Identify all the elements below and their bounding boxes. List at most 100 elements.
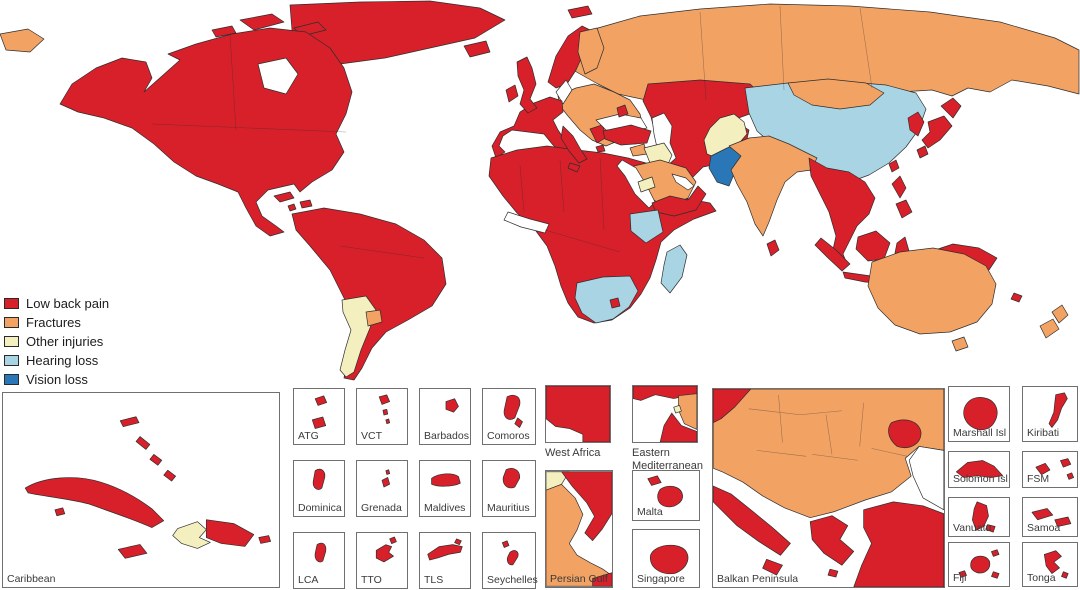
- inset-fiji: Fiji: [948, 542, 1010, 587]
- comoros-islands: [503, 394, 523, 428]
- region-borneo: [855, 230, 891, 262]
- kiribati-atoll: [1048, 392, 1068, 428]
- israel: [673, 404, 682, 414]
- inset-label: Dominica: [298, 502, 342, 514]
- legend-item-other-injuries: Other injuries: [4, 332, 109, 351]
- inset-label: FSM: [1027, 473, 1050, 485]
- region-south-america: [291, 207, 447, 381]
- region-philippines: [891, 175, 913, 219]
- trinidad-tobago: [375, 536, 397, 563]
- inset-label: LCA: [298, 574, 319, 586]
- region-persian-gulf-sea: [671, 173, 695, 191]
- map-legend: Low back pain Fractures Other injuries H…: [4, 294, 109, 389]
- solomon-islands: [955, 460, 1003, 478]
- antigua-barbuda: [311, 395, 328, 429]
- timor-leste: [427, 538, 463, 561]
- region-korea: [907, 111, 925, 137]
- oman-corner: [592, 572, 612, 587]
- inset-lca: LCA: [293, 532, 345, 589]
- region-australia: [867, 247, 997, 335]
- inset-label: Maldives: [424, 502, 466, 514]
- inset-label-west-africa: West Africa: [545, 447, 601, 459]
- legend-item-fractures: Fractures: [4, 313, 109, 332]
- inset-tto: TTO: [356, 532, 408, 589]
- legend-swatch-vision-loss: [4, 374, 19, 385]
- inset-label: Persian Gulf: [550, 573, 608, 585]
- inset-label: Vanuatu: [953, 522, 992, 534]
- iran-coast: [561, 471, 612, 541]
- inset-label: Caribbean: [7, 573, 56, 585]
- inset-label: Samoa: [1027, 522, 1061, 534]
- moldova-blob: [888, 419, 922, 448]
- puerto-rico: [258, 535, 272, 544]
- saudi-arabia-coast: [546, 484, 612, 587]
- inset-caribbean: Caribbean: [2, 392, 280, 588]
- inset-grenada: Grenada: [356, 460, 408, 517]
- region-gulf-of-guinea: [503, 211, 550, 234]
- legend-swatch-hearing-loss: [4, 355, 19, 366]
- inset-singapore: Singapore: [632, 529, 700, 588]
- region-japan: [916, 97, 962, 159]
- region-lesotho: [609, 297, 621, 309]
- legend-label: Fractures: [26, 315, 81, 330]
- inset-malta: Malta: [632, 470, 700, 521]
- alps-corner: [713, 389, 752, 424]
- region-eritrea: [637, 176, 656, 193]
- region-baltic-sea: [555, 79, 573, 105]
- inset-maldives: Maldives: [419, 460, 471, 517]
- region-uruguay: [365, 309, 383, 327]
- west-africa-land: [546, 386, 610, 442]
- country-borders: [748, 394, 908, 461]
- mauritius-island: [502, 468, 520, 489]
- region-chukotka: [0, 28, 45, 53]
- fiji-islands: [958, 549, 1000, 579]
- greece-peninsula: [809, 515, 855, 578]
- region-new-zealand: [1039, 304, 1069, 339]
- inset-label: Tonga: [1027, 572, 1056, 584]
- legend-label: Low back pain: [26, 296, 110, 311]
- malta-island: [657, 485, 683, 508]
- inset-label: Fiji: [953, 572, 967, 584]
- world-map: [0, 0, 1080, 381]
- region-ireland: [505, 84, 519, 103]
- gozo: [647, 475, 662, 486]
- inset-marshall-isl: Marshall Isl: [948, 386, 1010, 442]
- inset-label: Solomon Isl: [953, 473, 1008, 485]
- levant: [678, 393, 697, 430]
- inset-kiribati: Kiribati: [1022, 386, 1078, 442]
- cuba: [24, 477, 165, 528]
- inset-label: TTO: [361, 574, 382, 586]
- inset-samoa: Samoa: [1022, 497, 1078, 537]
- legend-item-vision-loss: Vision loss: [4, 370, 109, 389]
- inset-comoros: Comoros: [482, 388, 536, 445]
- jamaica: [117, 544, 148, 559]
- italy-peninsula: [713, 485, 791, 576]
- inset-label: Marshall Isl: [953, 427, 1007, 439]
- region-india-nepal-bangladesh: [728, 135, 818, 237]
- inset-tls: TLS: [419, 532, 471, 589]
- inset-seychelles: Seychelles: [482, 532, 538, 589]
- inset-persian-gulf: Persian Gulf: [545, 470, 613, 588]
- inset-dominica: Dominica: [293, 460, 345, 517]
- inset-eastern-mediterranean: [632, 385, 698, 443]
- samoa-islands: [1031, 508, 1072, 527]
- barbados-island: [445, 398, 459, 413]
- region-svalbard: [567, 5, 593, 19]
- vanuatu-islands: [972, 501, 996, 533]
- region-southeast-asia: [808, 157, 876, 268]
- inset-label: Kiribati: [1027, 427, 1060, 439]
- inset-label: Malta: [637, 506, 663, 518]
- inset-balkan-peninsula: Balkan Peninsula: [712, 388, 945, 588]
- legend-label: Hearing loss: [26, 353, 99, 368]
- region-mongolia: [787, 78, 885, 110]
- black-sea-inset: [908, 446, 944, 511]
- inset-vct: VCT: [356, 388, 408, 445]
- haiti: [172, 521, 211, 549]
- inset-solomon-isl: Solomon Isl: [948, 451, 1010, 488]
- st-vincent-grenadines: [378, 394, 391, 425]
- legend-label: Other injuries: [26, 334, 104, 349]
- region-africa: [488, 145, 717, 324]
- legend-swatch-fractures: [4, 317, 19, 328]
- inset-west-africa: [545, 385, 611, 443]
- inset-barbados: Barbados: [419, 388, 471, 445]
